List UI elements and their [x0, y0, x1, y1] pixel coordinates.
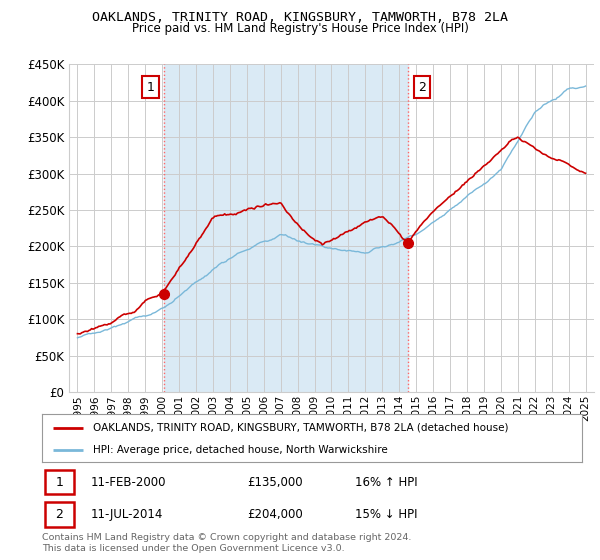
- FancyBboxPatch shape: [45, 502, 74, 526]
- Text: 2: 2: [418, 81, 426, 94]
- Text: OAKLANDS, TRINITY ROAD, KINGSBURY, TAMWORTH, B78 2LA: OAKLANDS, TRINITY ROAD, KINGSBURY, TAMWO…: [92, 11, 508, 24]
- Bar: [164, 64, 409, 392]
- Text: 16% ↑ HPI: 16% ↑ HPI: [355, 475, 418, 489]
- Text: 11-FEB-2000: 11-FEB-2000: [91, 475, 166, 489]
- Text: OAKLANDS, TRINITY ROAD, KINGSBURY, TAMWORTH, B78 2LA (detached house): OAKLANDS, TRINITY ROAD, KINGSBURY, TAMWO…: [94, 423, 509, 433]
- Text: HPI: Average price, detached house, North Warwickshire: HPI: Average price, detached house, Nort…: [94, 445, 388, 455]
- Text: Price paid vs. HM Land Registry's House Price Index (HPI): Price paid vs. HM Land Registry's House …: [131, 22, 469, 35]
- Text: 1: 1: [146, 81, 155, 94]
- Text: 15% ↓ HPI: 15% ↓ HPI: [355, 508, 418, 521]
- Text: 11-JUL-2014: 11-JUL-2014: [91, 508, 163, 521]
- Text: 1: 1: [56, 475, 64, 489]
- Text: 2: 2: [56, 508, 64, 521]
- Text: Contains HM Land Registry data © Crown copyright and database right 2024.
This d: Contains HM Land Registry data © Crown c…: [42, 533, 412, 553]
- Text: £204,000: £204,000: [247, 508, 303, 521]
- FancyBboxPatch shape: [45, 470, 74, 494]
- Text: £135,000: £135,000: [247, 475, 303, 489]
